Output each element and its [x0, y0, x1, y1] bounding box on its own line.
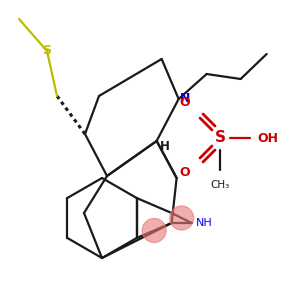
Circle shape: [169, 206, 194, 230]
Text: O: O: [180, 97, 190, 110]
Text: S: S: [43, 44, 52, 58]
Text: NH: NH: [196, 218, 213, 228]
Text: O: O: [180, 167, 190, 179]
Text: N: N: [179, 92, 190, 106]
Text: OH: OH: [257, 131, 278, 145]
Text: H: H: [160, 140, 170, 152]
Text: S: S: [214, 130, 226, 146]
Circle shape: [142, 218, 166, 242]
Text: CH₃: CH₃: [210, 180, 230, 190]
